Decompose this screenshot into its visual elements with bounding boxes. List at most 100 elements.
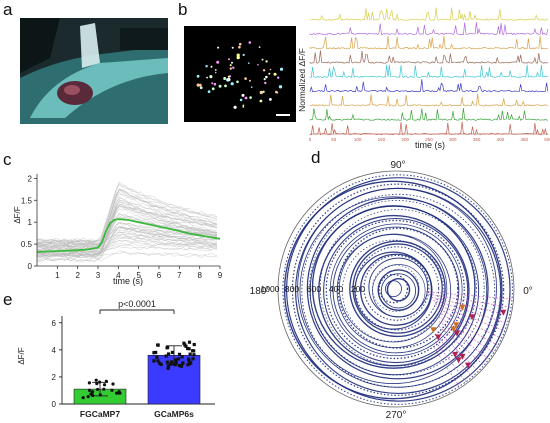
neuron-dot (250, 86, 253, 88)
neuron-dot (229, 67, 232, 70)
calcium-trace (309, 93, 548, 107)
calcium-trace (309, 121, 548, 136)
neuron-dot (238, 45, 241, 49)
data-point (81, 396, 85, 400)
pvalue-label: p<0.0001 (118, 299, 156, 309)
data-point (172, 362, 176, 366)
trace-xtick: 250 (425, 137, 433, 142)
panel-letter-b: b (178, 0, 188, 19)
dff-traces-chart: ΔF/F 0 0.5 1 1.5 2 1 2 3 4 5 6 7 8 9 time (s) (13, 174, 223, 286)
trajectory-ring (309, 205, 480, 376)
trace-xtick: 400 (497, 137, 505, 142)
neuron-dot (223, 77, 227, 80)
data-point (152, 351, 156, 355)
single-trace (36, 201, 218, 246)
neuron-dot (249, 79, 251, 82)
single-trace (36, 205, 218, 258)
panel-letter-e: e (3, 290, 13, 309)
neuron-dot (242, 104, 245, 107)
data-point (90, 390, 95, 394)
calcium-trace (309, 107, 548, 121)
neuron-dot (274, 73, 277, 76)
neuron-dot (262, 69, 266, 72)
bar-chart: ΔF/F 0 2 4 6 p<0.0001 FGCaMP7 GCaMP6s (17, 299, 215, 419)
trajectory-ring (363, 254, 430, 321)
data-point (192, 349, 196, 353)
data-point (155, 355, 159, 359)
event-marker (450, 326, 457, 333)
single-trace (36, 183, 218, 247)
dff-ytick: 0 (28, 262, 33, 271)
dff-ytick: 0.5 (21, 240, 33, 249)
event-spoke (437, 312, 498, 346)
neuron-dot (196, 74, 200, 78)
data-point (169, 362, 173, 366)
trace-xtick: 200 (401, 137, 409, 142)
neuron-dot (244, 77, 247, 80)
photo-fish-tank (20, 18, 168, 124)
data-point (157, 361, 162, 365)
event-spoke (425, 291, 512, 300)
dff-xtick: 9 (218, 271, 223, 280)
data-point (186, 363, 190, 367)
neuron-dot (199, 86, 203, 90)
neuron-dot (259, 99, 263, 103)
trajectory-ring (368, 257, 429, 318)
dff-xlabel: time (s) (113, 276, 143, 286)
neuron-dot (242, 53, 245, 56)
data-point (185, 346, 190, 351)
data-point (182, 341, 186, 345)
trajectory-ring (323, 217, 469, 364)
neuron-image (184, 26, 296, 122)
bar-ytick: 4 (52, 346, 57, 355)
radial-label: 1000 (261, 284, 280, 294)
calcium-trace (309, 79, 549, 93)
radial-label: 800 (285, 284, 299, 294)
neuron-dot (205, 65, 208, 68)
trajectory-ring (354, 251, 433, 330)
traces-chart: Normalized ΔF/F 0 50 100 150 200 250 300 350 400… (297, 7, 550, 150)
trajectory-ring (378, 273, 409, 304)
data-point (184, 344, 188, 348)
single-trace (36, 233, 218, 255)
trajectory-ring (309, 200, 485, 376)
dff-ytick: 2 (28, 174, 33, 183)
trace-xtick: 300 (449, 137, 457, 142)
radial-label: 600 (307, 284, 321, 294)
neuron-dot (248, 62, 250, 64)
neuron-dot (236, 53, 240, 57)
single-trace (36, 196, 218, 250)
neuron-dot (248, 41, 252, 44)
data-point (111, 382, 115, 386)
trace-xtick: 450 (520, 137, 528, 142)
data-point (94, 378, 98, 382)
neuron-dot (227, 77, 231, 82)
single-trace (37, 188, 218, 253)
angle-label-270: 270° (386, 410, 407, 421)
trajectory-ring (337, 227, 459, 349)
event-spoke (431, 296, 510, 316)
trace-xtick: 50 (331, 137, 337, 142)
trajectory-ring (386, 277, 411, 302)
single-trace (36, 205, 218, 258)
trajectory-ring (319, 209, 477, 367)
data-point (166, 364, 171, 368)
event-marker (459, 304, 466, 311)
trace-xtick: 150 (378, 137, 386, 142)
data-point (188, 352, 192, 356)
trace-xtick: 500 (544, 137, 550, 142)
data-point (87, 388, 92, 392)
data-point (166, 352, 171, 356)
data-point (156, 359, 160, 363)
data-point (176, 357, 181, 361)
event-marker (453, 322, 460, 329)
single-trace (36, 189, 217, 245)
neuron-dot (231, 61, 233, 64)
trajectory-ring (338, 234, 448, 343)
calcium-trace (309, 64, 548, 79)
neuron-dot (236, 80, 239, 84)
event-spoke (433, 346, 460, 387)
data-point (170, 350, 175, 355)
single-trace (36, 198, 218, 261)
data-point (180, 355, 184, 359)
